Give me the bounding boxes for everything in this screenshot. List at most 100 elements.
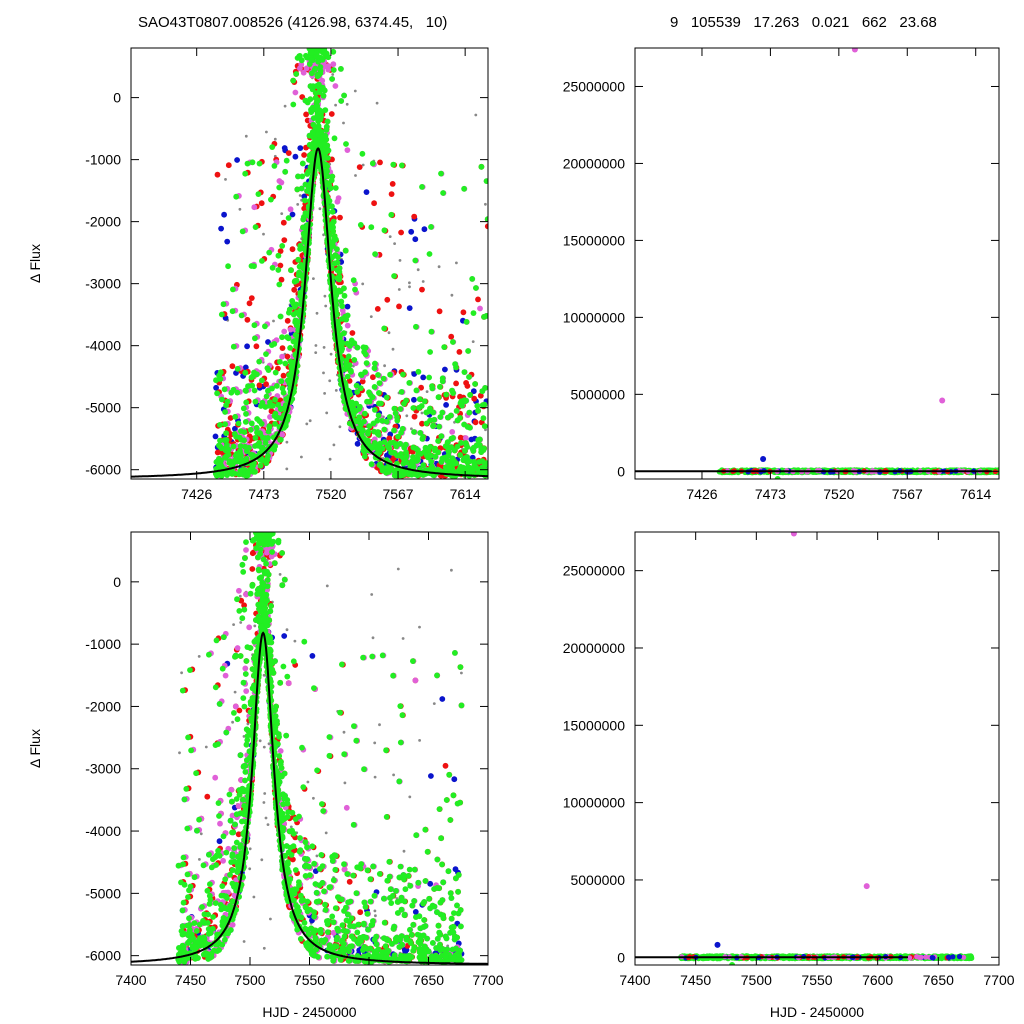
- data-point: [395, 433, 401, 440]
- x-tick-label: 7473: [755, 486, 786, 502]
- data-point: [420, 462, 427, 469]
- data-point: [227, 415, 234, 421]
- data-point: [267, 414, 273, 420]
- data-point: [224, 238, 231, 245]
- data-point: [334, 246, 340, 253]
- data-point: [391, 427, 397, 434]
- data-point: [343, 781, 347, 785]
- data-point: [428, 328, 435, 335]
- data-point: [236, 434, 243, 441]
- data-point: [406, 380, 413, 386]
- data-point: [388, 235, 392, 239]
- data-point: [377, 159, 383, 166]
- data-point: [369, 160, 376, 167]
- data-point: [263, 381, 269, 388]
- data-point: [425, 390, 429, 393]
- data-point: [324, 118, 331, 125]
- data-point: [428, 224, 434, 230]
- data-point: [387, 331, 391, 335]
- data-point: [412, 471, 419, 478]
- data-point: [336, 325, 343, 332]
- data-point: [283, 157, 290, 164]
- data-point: [235, 420, 242, 427]
- data-point: [341, 92, 347, 99]
- data-point: [262, 232, 265, 236]
- data-point: [244, 343, 251, 350]
- data-point: [411, 396, 417, 403]
- data-point: [230, 286, 236, 293]
- data-point: [373, 741, 377, 745]
- data-point: [450, 435, 456, 441]
- data-point: [361, 282, 365, 286]
- data-point: [437, 414, 444, 420]
- data-point: [419, 184, 425, 190]
- data-point: [484, 223, 488, 230]
- data-point: [422, 444, 429, 451]
- data-point: [262, 801, 266, 804]
- data-point: [383, 469, 390, 476]
- data-point: [330, 48, 337, 55]
- data-point: [457, 452, 464, 458]
- data-point: [354, 440, 361, 447]
- data-point: [454, 417, 461, 424]
- data-point: [430, 409, 437, 416]
- data-point: [345, 102, 349, 106]
- data-point: [246, 300, 253, 307]
- data-point: [322, 107, 329, 113]
- data-point: [459, 402, 465, 409]
- data-point: [410, 456, 417, 463]
- data-point: [265, 558, 269, 562]
- data-point: [198, 858, 201, 861]
- data-point: [341, 292, 348, 299]
- data-point: [248, 295, 255, 301]
- data-point: [252, 435, 259, 441]
- data-point: [477, 305, 483, 312]
- data-point: [368, 461, 375, 468]
- data-point: [344, 322, 351, 329]
- data-point: [419, 420, 425, 427]
- x-tick-label: 7473: [248, 486, 279, 502]
- data-point: [312, 796, 315, 800]
- data-point: [458, 398, 465, 405]
- data-point: [268, 196, 274, 203]
- data-point: [275, 252, 282, 259]
- y-tick-label: 25000000: [563, 78, 626, 94]
- data-point: [329, 173, 336, 180]
- data-point: [315, 97, 322, 104]
- data-point: [243, 388, 249, 394]
- data-point: [248, 420, 255, 427]
- data-point: [435, 394, 442, 401]
- data-point: [302, 181, 309, 188]
- data-point: [428, 458, 435, 465]
- data-point: [382, 415, 385, 419]
- data-point: [467, 392, 473, 398]
- data-point: [313, 53, 320, 60]
- data-point: [418, 739, 421, 742]
- data-point: [265, 130, 268, 134]
- data-point: [222, 409, 229, 415]
- data-point: [310, 121, 317, 128]
- data-point: [214, 390, 221, 397]
- data-point: [250, 468, 256, 475]
- data-point: [254, 416, 261, 422]
- y-tick-label: -3000: [85, 276, 121, 292]
- data-point: [212, 433, 219, 440]
- data-point: [477, 392, 484, 399]
- data-point: [315, 311, 319, 315]
- data-point: [398, 229, 404, 236]
- data-point: [269, 342, 275, 348]
- data-point: [310, 115, 317, 121]
- data-point: [256, 382, 263, 389]
- y-tick-label: 5000000: [570, 386, 625, 402]
- data-point: [393, 443, 400, 450]
- data-point: [242, 940, 246, 943]
- data-point: [402, 849, 406, 853]
- data-point: [338, 98, 345, 104]
- data-point: [454, 443, 461, 450]
- data-point: [242, 419, 249, 425]
- data-point: [294, 186, 301, 193]
- data-point: [214, 171, 221, 178]
- data-point: [374, 914, 377, 918]
- data-point: [317, 136, 324, 143]
- data-point: [223, 437, 230, 443]
